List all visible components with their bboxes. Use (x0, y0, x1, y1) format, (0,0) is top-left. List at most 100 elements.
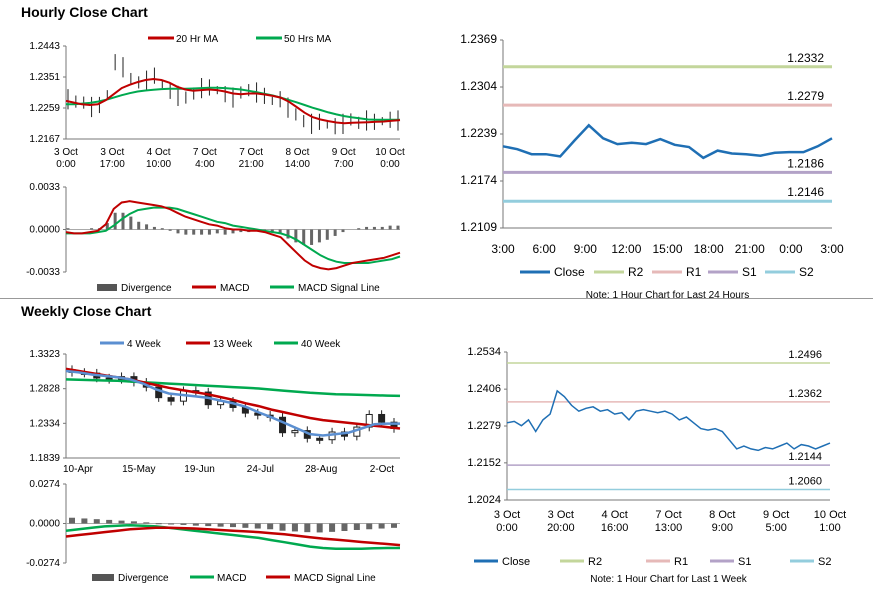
weekly-divergence-bar (341, 523, 348, 531)
hourly-divergence-bar (372, 226, 376, 230)
weekly-levels-legend-label-s1: S1 (738, 556, 751, 568)
weekly-macd-line (65, 523, 400, 550)
hourly-divergence-bar (137, 221, 141, 230)
hourly-levels-legend-label-close: Close (554, 265, 585, 279)
weekly-levels-note: Note: 1 Hour Chart for Last 1 Week (590, 574, 748, 585)
hourly-price-x-tick-7: 10 Oct (375, 147, 405, 158)
hourly-levels-y-tick-2: 1.2239 (460, 126, 497, 140)
legend-label-divergence: Divergence (121, 283, 172, 294)
hourly-divergence-bar (160, 228, 164, 230)
hourly-divergence-bar (388, 225, 392, 230)
weekly-price-y-tick-1: 1.2828 (29, 384, 60, 395)
weekly-macd-y-tick-1: 0.0000 (29, 519, 60, 530)
hourly-levels-x-tick-3: 12:00 (611, 242, 641, 256)
hourly-divergence-bar (294, 229, 298, 243)
hourly-levels-legend-label-r2: R2 (628, 265, 644, 279)
hourly-levels-level-label-R1: 1.2279 (787, 89, 824, 103)
hourly-section-title: Hourly Close Chart (21, 4, 148, 20)
hourly-levels-y-tick-3: 1.2174 (460, 173, 497, 187)
hourly-divergence-bar (341, 229, 345, 233)
legend-swatch-divergence (97, 284, 117, 291)
weekly-levels-y-tick-4: 1.2024 (467, 494, 501, 506)
hourly-divergence-bar (365, 226, 369, 230)
weekly-section-title: Weekly Close Chart (21, 303, 152, 319)
hourly-price-y-tick-0: 1.2443 (29, 41, 60, 52)
hourly-levels-x-tick-5: 18:00 (694, 242, 724, 256)
hourly-divergence-bar (90, 228, 94, 230)
hourly-divergence-bar (105, 223, 109, 230)
hourly-divergence-bar (317, 229, 321, 243)
weekly-divergence-bar (143, 522, 150, 524)
weekly-levels-x-tick-6: 1:00 (819, 522, 840, 534)
hourly-divergence-bar (145, 224, 149, 230)
weekly-divergence-bar (329, 523, 336, 532)
weekly-price-x-tick-5: 2-Oct (370, 464, 395, 475)
weekly-levels-x-tick-6: 10 Oct (814, 509, 846, 521)
hourly-price-x-tick-3: 7 Oct (193, 147, 217, 158)
hourly-price-x-tick-3: 4:00 (195, 159, 215, 170)
weekly-levels-x-tick-1: 3 Oct (548, 509, 574, 521)
legend-label-macd: MACD (220, 283, 249, 294)
weekly-macd-y-tick-0: 0.0274 (29, 479, 60, 490)
hourly-divergence-bar (223, 229, 227, 235)
weekly-levels-y-tick-1: 1.2406 (467, 383, 501, 395)
hourly-divergence-bar (396, 225, 400, 230)
hourly-levels-x-tick-7: 0:00 (779, 242, 803, 256)
hourly-divergence-bar (200, 229, 204, 235)
legend-label-ma20: 20 Hr MA (176, 34, 219, 45)
weekly-divergence-bar (118, 520, 125, 524)
weekly-price-x-tick-1: 15-May (122, 464, 155, 475)
hourly-divergence-bar (239, 229, 243, 233)
weekly-levels-x-tick-1: 20:00 (547, 522, 575, 534)
weekly-price-x-tick-3: 24-Jul (247, 464, 274, 475)
hourly-levels-legend-label-s2: S2 (799, 265, 814, 279)
weekly-price-y-tick-0: 1.3323 (29, 349, 60, 360)
weekly-legend-label-signal: MACD Signal Line (294, 573, 376, 584)
weekly-divergence-bar (230, 523, 236, 528)
hourly-divergence-bar (231, 229, 235, 234)
hourly-divergence-bar (184, 229, 188, 235)
hourly-divergence-bar (357, 228, 361, 230)
weekly-divergence-bar (391, 523, 397, 528)
weekly-levels-x-tick-4: 9:00 (712, 522, 733, 534)
weekly-levels-level-label-S2: 1.2060 (788, 476, 822, 488)
hourly-price-x-tick-2: 4 Oct (147, 147, 171, 158)
hourly-levels-y-tick-0: 1.2369 (460, 32, 497, 46)
weekly-candle-body (167, 397, 175, 402)
weekly-divergence-bar (205, 523, 212, 527)
hourly-price-x-tick-6: 9 Oct (332, 147, 356, 158)
hourly-levels-level-label-S1: 1.2186 (787, 156, 824, 170)
weekly-levels-x-tick-2: 4 Oct (602, 509, 628, 521)
weekly-divergence-bar (366, 523, 373, 530)
hourly-divergence-bar (168, 229, 172, 231)
weekly-divergence-bar (291, 523, 298, 532)
weekly-price-x-tick-2: 19-Jun (184, 464, 215, 475)
weekly-candle-body (279, 416, 287, 434)
weekly-divergence-bar (155, 523, 162, 525)
weekly-divergence-bar (93, 519, 100, 524)
weekly-divergence-bar (279, 523, 286, 531)
hourly-price-x-tick-5: 14:00 (285, 159, 310, 170)
hourly-divergence-bar (278, 229, 282, 234)
weekly-price-x-tick-0: 10-Apr (63, 464, 94, 475)
weekly-candle-body (378, 413, 386, 423)
weekly-levels-legend-label-r1: R1 (674, 556, 688, 568)
hourly-ma20-line (65, 77, 401, 125)
hourly-price-x-tick-4: 7 Oct (239, 147, 263, 158)
weekly-price-x-tick-4: 28-Aug (305, 464, 337, 475)
hourly-divergence-bar (302, 229, 306, 245)
hourly-price-x-tick-7: 0:00 (380, 159, 400, 170)
section-divider (0, 298, 873, 299)
hourly-divergence-bar (176, 229, 180, 234)
hourly-signal-line (66, 206, 401, 264)
legend-label-signal: MACD Signal Line (298, 283, 380, 294)
hourly-price-x-tick-1: 3 Oct (100, 147, 124, 158)
weekly-levels-legend-label-s2: S2 (818, 556, 831, 568)
hourly-price-y-tick-2: 1.2259 (29, 103, 60, 114)
weekly-levels-x-tick-0: 0:00 (496, 522, 517, 534)
hourly-levels-note: Note: 1 Hour Chart for Last 24 Hours (586, 290, 749, 301)
hourly-macd-y-tick-1: 0.0000 (29, 225, 60, 236)
hourly-divergence-bar (333, 229, 337, 236)
weekly-legend-swatch-divergence (92, 574, 114, 581)
hourly-price-y-tick-1: 1.2351 (29, 72, 60, 83)
